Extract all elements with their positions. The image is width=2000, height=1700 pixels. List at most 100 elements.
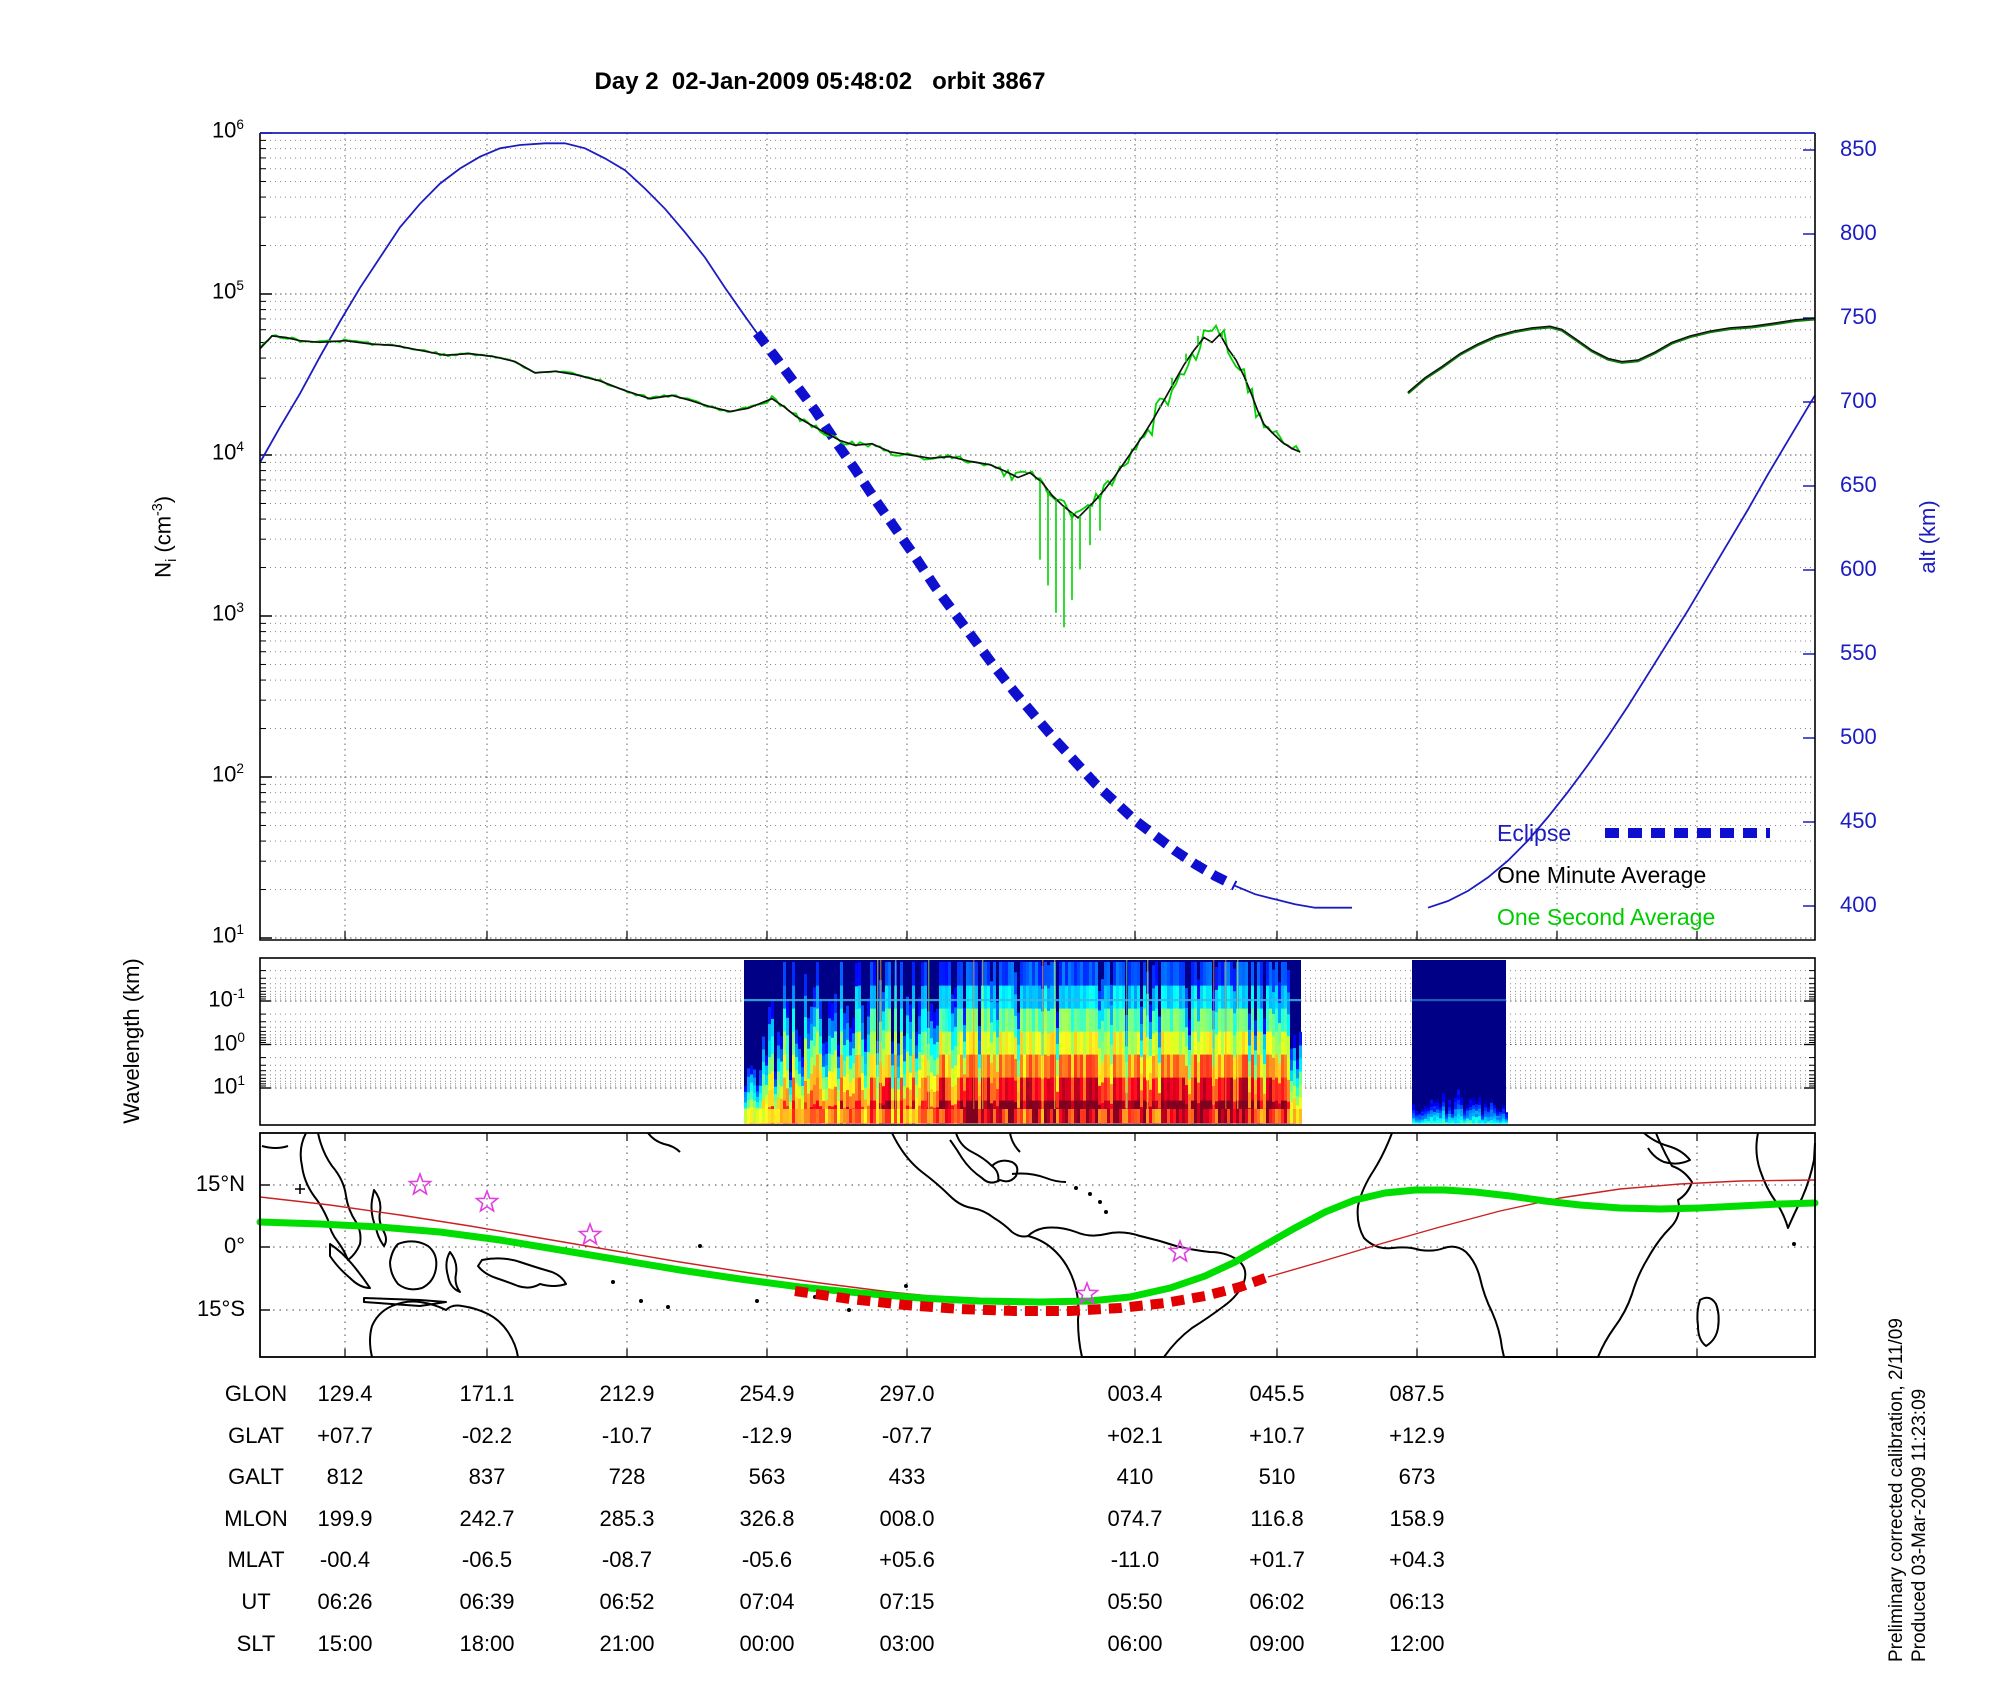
- table-cell-MLON-2: 285.3: [599, 1506, 655, 1531]
- table-cell-GLON-2: 212.9: [599, 1381, 655, 1406]
- table-cell-GALT-0: 812: [326, 1464, 364, 1489]
- orbit-track-thin-red-right: [1267, 1179, 1816, 1278]
- density-axis-label-exp: -3: [150, 503, 167, 516]
- table-cell-GLON-6: 045.5: [1249, 1381, 1305, 1406]
- table-cell-GLAT-1: -02.2: [461, 1423, 513, 1448]
- density-axis-label: Ni (cm-3): [150, 427, 180, 647]
- table-cell-GLAT-0: +07.7: [317, 1423, 373, 1448]
- map-border: [259, 1132, 1816, 1358]
- table-cell-MLAT-2: -08.7: [601, 1547, 653, 1572]
- density-axis-label-n: N: [150, 561, 176, 578]
- star-icon: [1167, 1238, 1193, 1263]
- table-cell-MLAT-3: -05.6: [741, 1547, 793, 1572]
- table-cell-GALT-4: 433: [888, 1464, 926, 1489]
- spectrogram-axis-ticks: [260, 970, 1815, 1089]
- table-cell-MLON-3: 326.8: [739, 1506, 795, 1531]
- table-cell-MLON-7: 158.9: [1389, 1506, 1445, 1531]
- altitude-tick-label: 850: [1840, 136, 1877, 161]
- spectrogram-block-1: [744, 960, 1302, 1124]
- table-cell-GALT-7: 673: [1398, 1464, 1436, 1489]
- wavelength-axis-label: Wavelength (km): [119, 958, 144, 1124]
- one-second-average-right: [1407, 317, 1816, 395]
- table-cell-MLON-5: 074.7: [1107, 1506, 1163, 1531]
- density-curves: [259, 317, 1816, 520]
- table-cell-MLON-4: 008.0: [879, 1506, 935, 1531]
- density-tick-label: 102: [211, 761, 244, 787]
- latitude-tick-label: 0°: [223, 1233, 245, 1258]
- altitude-tick-label: 600: [1840, 556, 1877, 581]
- table-row-label-GLAT: GLAT: [228, 1423, 284, 1448]
- table-cell-GLAT-5: +02.1: [1107, 1423, 1163, 1448]
- table-cell-GLAT-2: -10.7: [601, 1423, 653, 1448]
- table-cell-SLT-1: 18:00: [459, 1631, 515, 1656]
- wavelength-tick-label: 10-1: [208, 986, 245, 1012]
- table-cell-MLAT-5: -11.0: [1110, 1547, 1160, 1572]
- table-cell-MLON-6: 116.8: [1250, 1506, 1304, 1531]
- latitude-tick-label: 15°N: [195, 1171, 245, 1196]
- map-grid: [260, 1133, 1815, 1357]
- density-tick-label: 106: [211, 117, 244, 143]
- altitude-tick-label: 700: [1840, 388, 1877, 413]
- table-row-label-GLON: GLON: [224, 1381, 288, 1406]
- density-tick-label: 105: [211, 278, 244, 304]
- table-cell-UT-1: 06:39: [459, 1589, 515, 1614]
- wavelength-tick-label: 100: [212, 1030, 245, 1056]
- table-cell-MLAT-1: -06.5: [461, 1547, 513, 1572]
- table-cell-GLON-7: 087.5: [1389, 1381, 1445, 1406]
- table-row-label-UT: UT: [241, 1589, 271, 1614]
- table-row-label-SLT: SLT: [236, 1631, 276, 1656]
- one-minute-average-right: [1407, 317, 1816, 393]
- altitude-tick-label: 400: [1840, 892, 1877, 917]
- latitude-tick-label: 15°S: [197, 1296, 245, 1321]
- table-cell-SLT-4: 03:00: [879, 1631, 935, 1656]
- plus-marker-icon: [295, 1184, 305, 1194]
- legend-eclipse-label: Eclipse: [1497, 820, 1572, 846]
- map-axis-ticks: [260, 1133, 1698, 1357]
- altitude-tick-label: 500: [1840, 724, 1877, 749]
- table-cell-MLAT-6: +01.7: [1249, 1547, 1305, 1572]
- ground-track-green: [256, 1186, 1819, 1306]
- table-cell-UT-4: 07:15: [879, 1589, 935, 1614]
- density-tick-label: 101: [211, 922, 244, 948]
- table-cell-MLON-0: 199.9: [317, 1506, 373, 1531]
- density-tick-label: 103: [211, 600, 244, 626]
- table-cell-MLAT-0: -00.4: [319, 1547, 371, 1572]
- enhanced-wavelength-row: [1412, 999, 1506, 1002]
- table-cell-SLT-3: 00:00: [739, 1631, 795, 1656]
- table-cell-SLT-2: 21:00: [599, 1631, 655, 1656]
- spectrogram-border: [259, 957, 1816, 1126]
- table-cell-GLON-1: 171.1: [459, 1381, 515, 1406]
- legend-eclipse-swatch: [1605, 828, 1770, 838]
- density-green-spikes: [1039, 332, 1247, 628]
- table-cell-GLON-4: 297.0: [879, 1381, 935, 1406]
- density-tick-label: 104: [211, 439, 244, 465]
- density-axis-label-sub: i: [163, 558, 180, 562]
- note-line-2: Produced 03-Mar-2009 11:23:09: [1909, 1388, 1930, 1662]
- star-icon: [474, 1188, 500, 1213]
- table-cell-GALT-2: 728: [608, 1464, 646, 1489]
- altitude-axis-label: alt (km): [1915, 500, 1940, 574]
- table-cell-GALT-3: 563: [748, 1464, 786, 1489]
- table-cell-MLAT-4: +05.6: [879, 1547, 935, 1572]
- table-cell-GLON-3: 254.9: [739, 1381, 795, 1406]
- legend-eclipse-row: Eclipse: [1497, 820, 1770, 847]
- world-coastlines: [261, 1132, 1816, 1358]
- altitude-tick-label: 750: [1840, 304, 1877, 329]
- table-cell-UT-7: 06:13: [1389, 1589, 1445, 1614]
- table-cell-UT-5: 05:50: [1107, 1589, 1163, 1614]
- density-panel: [260, 133, 1815, 940]
- map-panel: [260, 1133, 1815, 1357]
- density-axis-label-close: ): [150, 495, 176, 504]
- table-cell-GLON-5: 003.4: [1107, 1381, 1163, 1406]
- note-line-1: Preliminary corrected calibration, 2/11/…: [1886, 1318, 1907, 1662]
- ground-station-stars: [295, 1171, 1193, 1305]
- table-cell-GLAT-4: -07.7: [881, 1423, 933, 1448]
- altitude-tick-label: 800: [1840, 220, 1877, 245]
- ground-tracks: [256, 1179, 1819, 1316]
- production-note: Preliminary corrected calibration, 2/11/…: [1885, 1232, 1931, 1662]
- table-cell-GLAT-6: +10.7: [1249, 1423, 1305, 1448]
- wavelength-tick-label: 101: [212, 1073, 245, 1099]
- table-cell-GALT-5: 410: [1116, 1464, 1154, 1489]
- table-cell-GLAT-3: -12.9: [741, 1423, 793, 1448]
- table-cell-GLAT-7: +12.9: [1389, 1423, 1445, 1448]
